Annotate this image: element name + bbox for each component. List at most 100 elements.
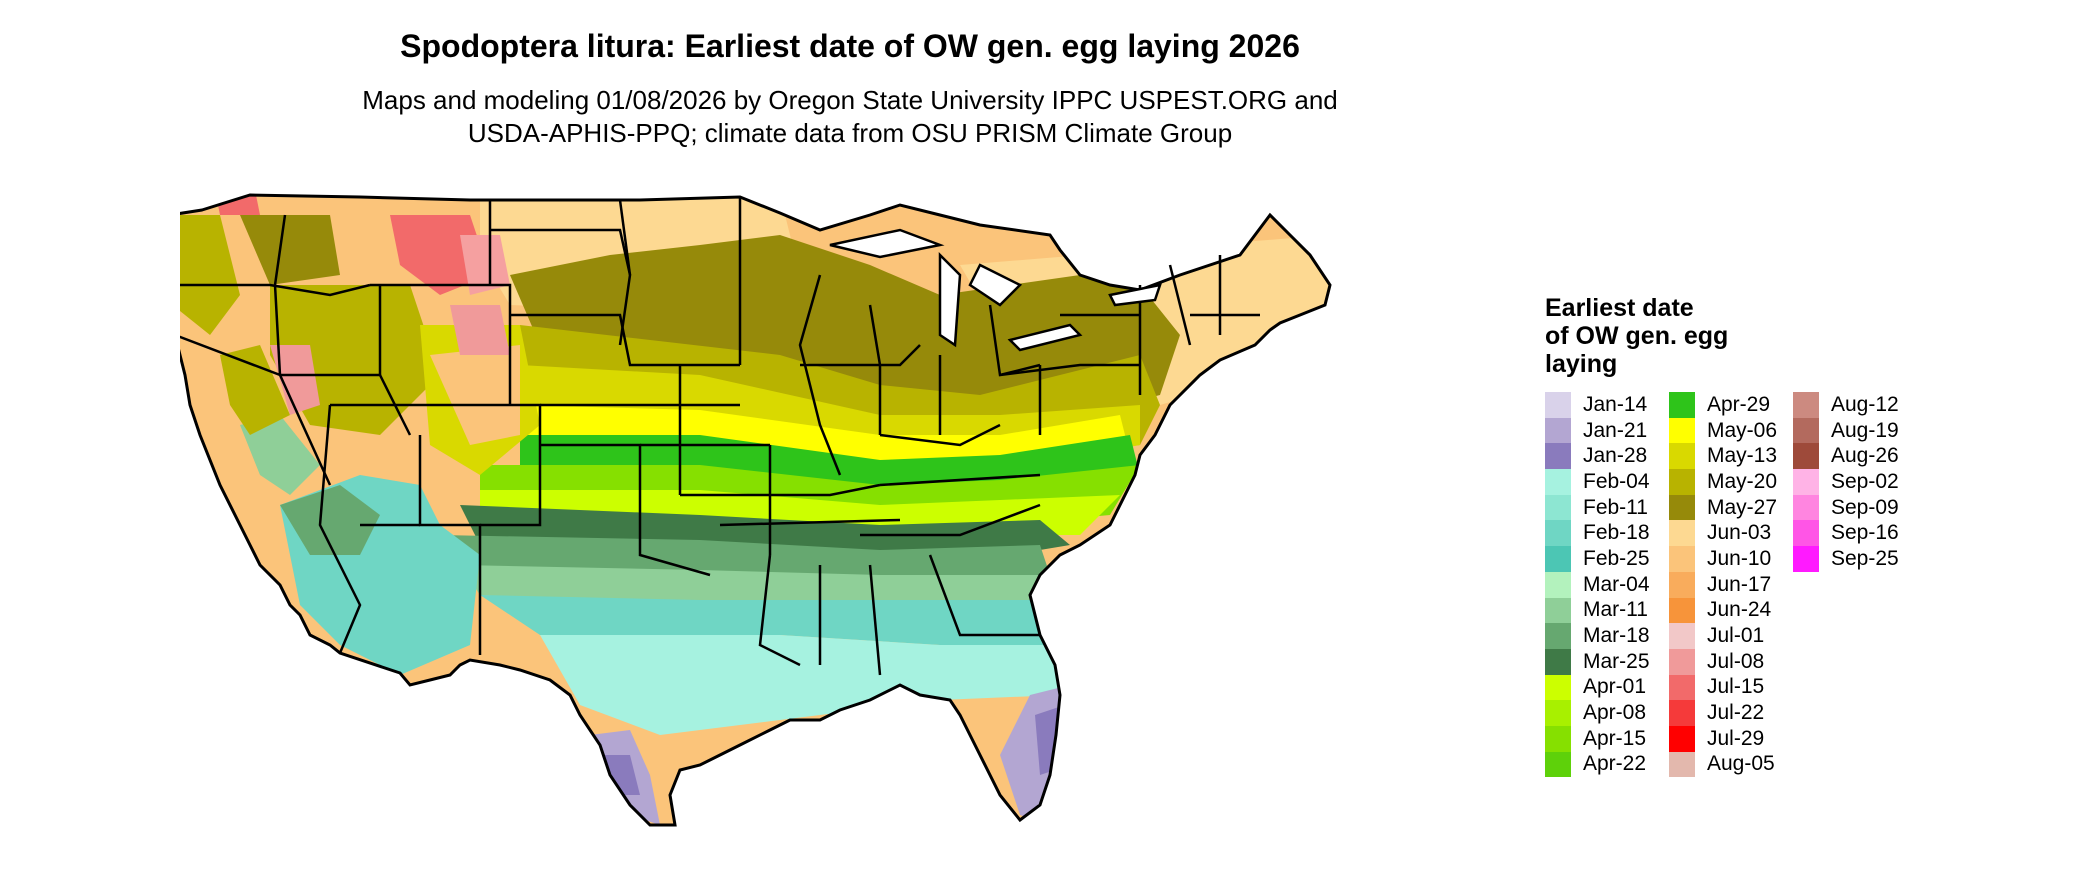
legend-swatch xyxy=(1793,392,1819,418)
legend-swatch xyxy=(1793,443,1819,470)
legend-label: Feb-04 xyxy=(1583,469,1650,493)
legend-swatch xyxy=(1545,674,1571,701)
legend-label: Aug-05 xyxy=(1707,752,1775,776)
map-title: Spodoptera litura: Earliest date of OW g… xyxy=(400,28,1300,64)
legend-label: May-27 xyxy=(1707,495,1778,519)
legend-label: Jan-21 xyxy=(1583,418,1648,442)
legend-item: May-20 xyxy=(1669,469,1777,495)
legend-item: Sep-02 xyxy=(1793,469,1899,495)
legend-item: Sep-09 xyxy=(1793,494,1899,521)
legend-label: Aug-12 xyxy=(1831,392,1899,416)
legend-swatch xyxy=(1669,443,1695,470)
legend-swatch xyxy=(1669,700,1695,726)
legend-swatch xyxy=(1545,751,1571,778)
legend-swatch xyxy=(1793,417,1819,444)
legend-item: Sep-16 xyxy=(1793,520,1899,547)
legend-grid: Jan-14 Jan-21 Jan-28 Feb-04 Feb-11 Feb-18 Feb-… xyxy=(1545,392,1899,778)
legend-label: Apr-22 xyxy=(1583,752,1647,776)
legend-swatch xyxy=(1545,392,1571,418)
legend-item: Jul-08 xyxy=(1669,648,1777,675)
legend-label: Mar-18 xyxy=(1583,624,1650,648)
legend-label: Jun-24 xyxy=(1707,598,1772,622)
legend-label: Jun-17 xyxy=(1707,572,1772,596)
legend-title-line-1: Earliest date xyxy=(1545,294,1694,322)
legend-label: Sep-09 xyxy=(1831,495,1899,519)
legend-label: Apr-15 xyxy=(1583,726,1647,750)
legend-swatch xyxy=(1669,623,1695,649)
legend-swatch xyxy=(1793,520,1819,547)
legend-label: Sep-02 xyxy=(1831,469,1899,493)
legend-title-line-2: of OW gen. egg xyxy=(1545,322,1729,350)
legend-item: Jan-21 xyxy=(1545,417,1650,444)
legend-label: Feb-18 xyxy=(1583,521,1650,545)
legend-item: Aug-19 xyxy=(1793,417,1899,444)
legend-swatch xyxy=(1669,571,1695,598)
legend-swatch xyxy=(1669,674,1695,701)
legend-label: Mar-25 xyxy=(1583,649,1650,673)
legend-label: Apr-29 xyxy=(1707,392,1771,416)
legend-item: Sep-25 xyxy=(1793,546,1899,572)
legend-item: May-06 xyxy=(1669,417,1778,444)
legend-swatch xyxy=(1669,725,1695,752)
legend-item: May-27 xyxy=(1669,494,1778,521)
legend-label: May-13 xyxy=(1707,444,1778,468)
legend-column-3: Aug-12 Aug-19 Aug-26 Sep-02 Sep-09 Sep-16 Sep-… xyxy=(1793,392,1899,572)
legend-item: Mar-04 xyxy=(1545,571,1650,598)
legend-swatch xyxy=(1669,392,1695,418)
legend-item: Jul-15 xyxy=(1669,674,1777,701)
legend-swatch xyxy=(1669,751,1695,778)
legend-label: Mar-04 xyxy=(1583,572,1650,596)
legend-column-1: Jan-14 Jan-21 Jan-28 Feb-04 Feb-11 Feb-18 Feb-… xyxy=(1545,392,1650,778)
legend-item: Aug-12 xyxy=(1793,392,1899,418)
legend-item: Jul-29 xyxy=(1669,725,1777,752)
legend-item: Jan-28 xyxy=(1545,443,1650,470)
map-subtitle: Maps and modeling 01/08/2026 by Oregon S… xyxy=(0,84,1700,150)
legend-item: Aug-05 xyxy=(1669,751,1777,778)
subtitle-line-2: USDA-APHIS-PPQ; climate data from OSU PR… xyxy=(467,118,1233,148)
legend-label: Mar-11 xyxy=(1583,598,1648,622)
legend-swatch xyxy=(1793,469,1819,495)
legend-item: Jun-03 xyxy=(1669,520,1777,547)
legend-swatch xyxy=(1669,597,1695,624)
legend-label: May-06 xyxy=(1707,418,1778,442)
legend-label: Aug-26 xyxy=(1831,444,1899,468)
us-map xyxy=(180,193,1332,827)
legend-column-2: Apr-29 May-06 May-13 May-20 May-27 Jun-03 Jun-… xyxy=(1669,392,1778,778)
legend-item: Apr-22 xyxy=(1545,751,1650,778)
legend-item: Feb-25 xyxy=(1545,546,1650,572)
legend-label: Jul-01 xyxy=(1707,624,1765,648)
legend-item: Feb-11 xyxy=(1545,494,1650,521)
legend-item: Apr-29 xyxy=(1669,392,1777,418)
legend-item: May-13 xyxy=(1669,443,1778,470)
legend-swatch xyxy=(1669,546,1695,572)
legend-swatch xyxy=(1545,520,1571,547)
legend-label: Sep-25 xyxy=(1831,546,1899,570)
legend-item: Apr-08 xyxy=(1545,700,1650,726)
legend-swatch xyxy=(1545,443,1571,470)
legend-swatch xyxy=(1545,494,1571,521)
legend-item: Mar-25 xyxy=(1545,648,1650,675)
legend-item: Jun-17 xyxy=(1669,571,1777,598)
legend-item: Jul-01 xyxy=(1669,623,1777,649)
legend-label: Jan-28 xyxy=(1583,444,1648,468)
legend-swatch xyxy=(1793,494,1819,521)
legend-label: May-20 xyxy=(1707,469,1778,493)
legend-swatch xyxy=(1669,494,1695,521)
legend-item: Feb-04 xyxy=(1545,469,1650,495)
legend-label: Jun-10 xyxy=(1707,546,1772,570)
legend-swatch xyxy=(1545,597,1571,624)
legend-item: Jan-14 xyxy=(1545,392,1650,418)
legend: Earliest date of OW gen. egg laying Jan-… xyxy=(1545,294,1899,778)
legend-title-line-3: laying xyxy=(1545,350,1618,378)
legend-swatch xyxy=(1545,725,1571,752)
legend-item: Aug-26 xyxy=(1793,443,1899,470)
legend-item: Jun-10 xyxy=(1669,546,1777,572)
legend-title: Earliest date of OW gen. egg laying xyxy=(1545,294,1805,378)
legend-label: Jul-08 xyxy=(1707,649,1765,673)
legend-label: Apr-01 xyxy=(1583,675,1647,699)
legend-label: Aug-19 xyxy=(1831,418,1899,442)
legend-item: Jun-24 xyxy=(1669,597,1777,624)
legend-item: Mar-18 xyxy=(1545,623,1650,649)
legend-swatch xyxy=(1793,546,1819,572)
legend-label: Jan-14 xyxy=(1583,392,1648,416)
